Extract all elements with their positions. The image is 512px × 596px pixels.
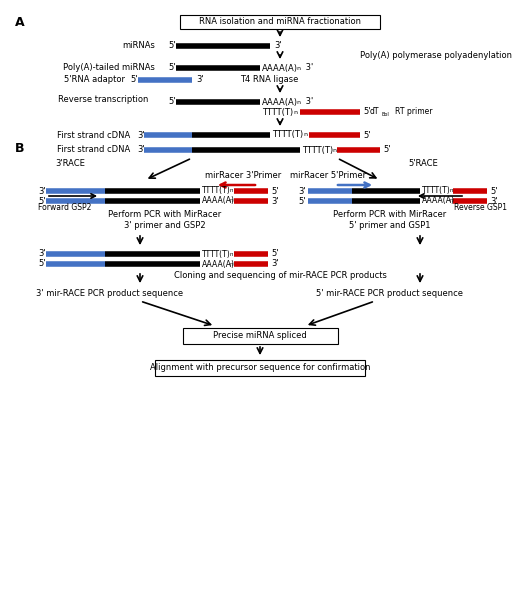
Text: 5': 5' [383,145,391,154]
Text: 5': 5' [363,131,371,139]
Text: 5': 5' [271,250,279,259]
Text: Cloning and sequencing of mir-RACE PCR products: Cloning and sequencing of mir-RACE PCR p… [174,272,387,281]
Text: TTTT(T): TTTT(T) [422,187,451,195]
Text: n: n [230,198,233,203]
Text: Reverse GSP1: Reverse GSP1 [454,203,507,213]
Text: dT: dT [370,107,379,116]
Text: 3': 3' [303,64,313,73]
Bar [155,360,365,376]
Text: Reverse transcription: Reverse transcription [58,95,148,104]
Text: 5'RACE: 5'RACE [408,159,438,167]
Text: 3': 3' [137,145,144,154]
Text: 5': 5' [168,98,176,107]
Text: Perform PCR with MirRacer
3' primer and GSP2: Perform PCR with MirRacer 3' primer and … [109,210,222,229]
Text: First strand cDNA: First strand cDNA [57,145,130,154]
Text: RT primer: RT primer [395,107,433,116]
Text: AAAA(A): AAAA(A) [202,197,235,206]
Text: 5': 5' [38,259,46,269]
Text: 3' mir-RACE PCR product sequence: 3' mir-RACE PCR product sequence [36,290,184,299]
Text: A: A [15,15,25,29]
Text: T4 RNA ligase: T4 RNA ligase [240,76,298,85]
Text: 5': 5' [168,42,176,51]
Text: n: n [296,100,300,104]
Text: miRNAs: miRNAs [122,42,155,51]
Text: n: n [293,110,297,114]
Text: RNA isolation and miRNA fractionation: RNA isolation and miRNA fractionation [199,17,361,26]
Text: n: n [450,198,454,203]
Text: 3': 3' [137,131,144,139]
Text: 5'RNA adaptor: 5'RNA adaptor [64,76,125,85]
Text: TTTT(T): TTTT(T) [262,107,293,116]
Text: 3': 3' [38,250,46,259]
Text: AAAA(A): AAAA(A) [262,64,298,73]
Bar [182,328,337,344]
Text: 5': 5' [38,197,46,206]
Text: Perform PCR with MirRacer
5' primer and GSP1: Perform PCR with MirRacer 5' primer and … [333,210,446,229]
Text: B: B [15,141,25,154]
Text: First strand cDNA: First strand cDNA [57,131,130,139]
Text: 3': 3' [38,187,46,195]
Text: 3': 3' [303,98,313,107]
Text: 5' mir-RACE PCR product sequence: 5' mir-RACE PCR product sequence [316,290,463,299]
Text: n: n [450,188,454,194]
Text: 5': 5' [298,197,306,206]
Text: 3': 3' [298,187,306,195]
Text: 5': 5' [490,187,498,195]
Text: Forward GSP2: Forward GSP2 [38,203,91,213]
Text: 5': 5' [271,187,279,195]
Text: n: n [230,188,233,194]
Text: 3': 3' [490,197,498,206]
Text: TTTT(T): TTTT(T) [202,187,231,195]
Text: 5': 5' [130,76,138,85]
Text: n: n [230,252,233,256]
Text: n: n [296,66,300,70]
Text: 3': 3' [271,259,279,269]
Text: AAAA(A): AAAA(A) [422,197,455,206]
Text: 3'RACE: 3'RACE [55,159,85,167]
Text: 5': 5' [168,64,176,73]
Text: 3': 3' [196,76,204,85]
Bar [180,15,380,29]
Text: Bol: Bol [381,111,389,116]
Text: Poly(A)-tailed miRNAs: Poly(A)-tailed miRNAs [63,64,155,73]
Text: n: n [230,262,233,266]
Text: TTTT(T): TTTT(T) [302,145,333,154]
Text: Alignment with precursor sequence for confirmation: Alignment with precursor sequence for co… [150,364,370,372]
Text: Poly(A) polymerase polyadenylation: Poly(A) polymerase polyadenylation [360,51,512,61]
Text: 5': 5' [363,107,371,116]
Text: mirRacer 3'Primer: mirRacer 3'Primer [205,172,281,181]
Text: AAAA(A): AAAA(A) [262,98,298,107]
Text: AAAA(A): AAAA(A) [202,259,235,269]
Text: TTTT(T): TTTT(T) [272,131,303,139]
Text: n: n [303,132,307,138]
Text: Precise miRNA spliced: Precise miRNA spliced [213,331,307,340]
Text: mirRacer 5'Primer: mirRacer 5'Primer [290,172,366,181]
Text: n: n [332,147,336,153]
Text: TTTT(T): TTTT(T) [202,250,231,259]
Text: 3': 3' [274,42,282,51]
Text: 3': 3' [271,197,279,206]
